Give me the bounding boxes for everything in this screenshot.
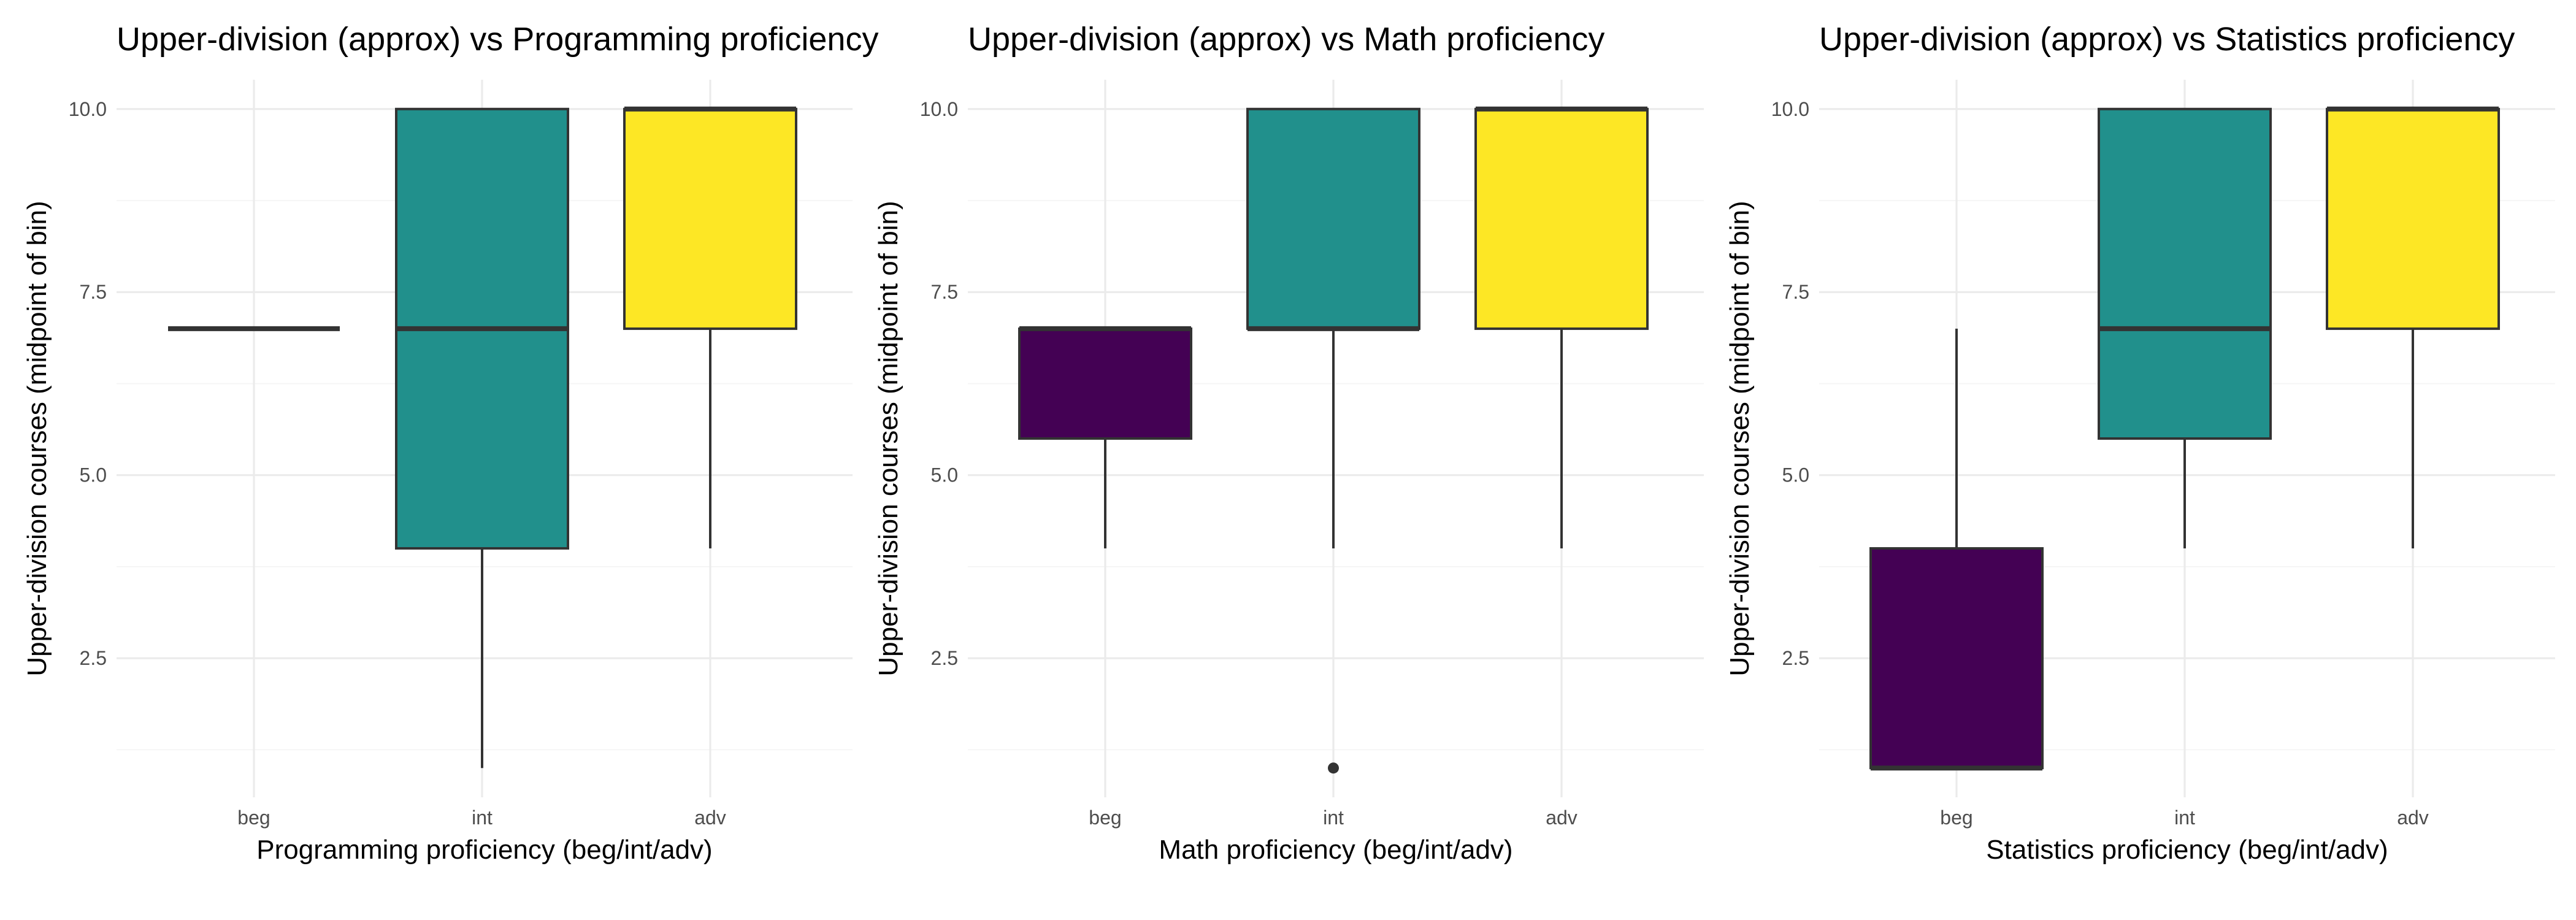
chart-title: Upper-division (approx) vs Math proficie… — [968, 21, 1604, 58]
x-tick-label: int — [1323, 807, 1344, 829]
y-tick-label: 10.0 — [920, 98, 958, 120]
outlier-point — [1328, 762, 1339, 774]
y-tick-label: 2.5 — [80, 647, 107, 669]
y-tick-label: 10.0 — [69, 98, 107, 120]
y-axis-title: Upper-division courses (midpoint of bin) — [22, 201, 52, 676]
y-tick-label: 7.5 — [80, 281, 107, 303]
y-tick-label: 5.0 — [1782, 464, 1809, 486]
box-adv — [1474, 106, 1649, 549]
x-tick-label: adv — [2397, 807, 2429, 829]
box-int — [2098, 107, 2272, 549]
y-tick-label: 7.5 — [1782, 281, 1809, 303]
chart-title: Upper-division (approx) vs Programming p… — [117, 21, 878, 58]
x-axis-title: Programming proficiency (beg/int/adv) — [256, 835, 712, 865]
y-axis-title: Upper-division courses (midpoint of bin) — [1725, 201, 1755, 676]
x-axis-title: Math proficiency (beg/int/adv) — [1159, 835, 1512, 865]
y-tick-label: 2.5 — [1782, 647, 1809, 669]
chart-panel-1: 2.5 5.0 7.5 10.0 beg int adv Upper-division (ap… — [22, 21, 878, 865]
x-tick-label: beg — [1089, 807, 1121, 829]
box-int — [1246, 107, 1420, 774]
x-tick-label: int — [2174, 807, 2195, 829]
box-body — [1869, 547, 2044, 770]
chart-panel-3: 2.5 5.0 7.5 10.0 beg int adv Upper-division (ap… — [1725, 21, 2555, 865]
x-tick-label: int — [472, 807, 493, 829]
x-tick-label: adv — [694, 807, 726, 829]
box-body — [1474, 107, 1649, 330]
box-body — [1018, 327, 1192, 440]
box-beg — [1869, 328, 2044, 771]
x-tick-label: adv — [1546, 807, 1577, 829]
chart-title: Upper-division (approx) vs Statistics pr… — [1819, 21, 2515, 58]
chart-panel-2: 2.5 5.0 7.5 10.0 beg int adv Upper-division (ap… — [873, 21, 1704, 865]
box-adv — [2326, 106, 2500, 549]
y-tick-label: 5.0 — [931, 464, 958, 486]
y-tick-label: 2.5 — [931, 647, 958, 669]
box-beg — [1018, 326, 1192, 549]
box-body — [623, 107, 797, 330]
box-int — [395, 107, 569, 769]
box-body — [2326, 107, 2500, 330]
box-body — [1246, 107, 1420, 330]
x-tick-label: beg — [1940, 807, 1972, 829]
box-body — [2098, 107, 2272, 440]
y-axis-title: Upper-division courses (midpoint of bin) — [873, 201, 903, 676]
box-adv — [623, 106, 797, 549]
y-tick-label: 5.0 — [80, 464, 107, 486]
y-tick-label: 7.5 — [931, 281, 958, 303]
x-tick-label: beg — [237, 807, 270, 829]
y-tick-label: 10.0 — [1771, 98, 1809, 120]
x-axis-title: Statistics proficiency (beg/int/adv) — [1986, 835, 2388, 865]
